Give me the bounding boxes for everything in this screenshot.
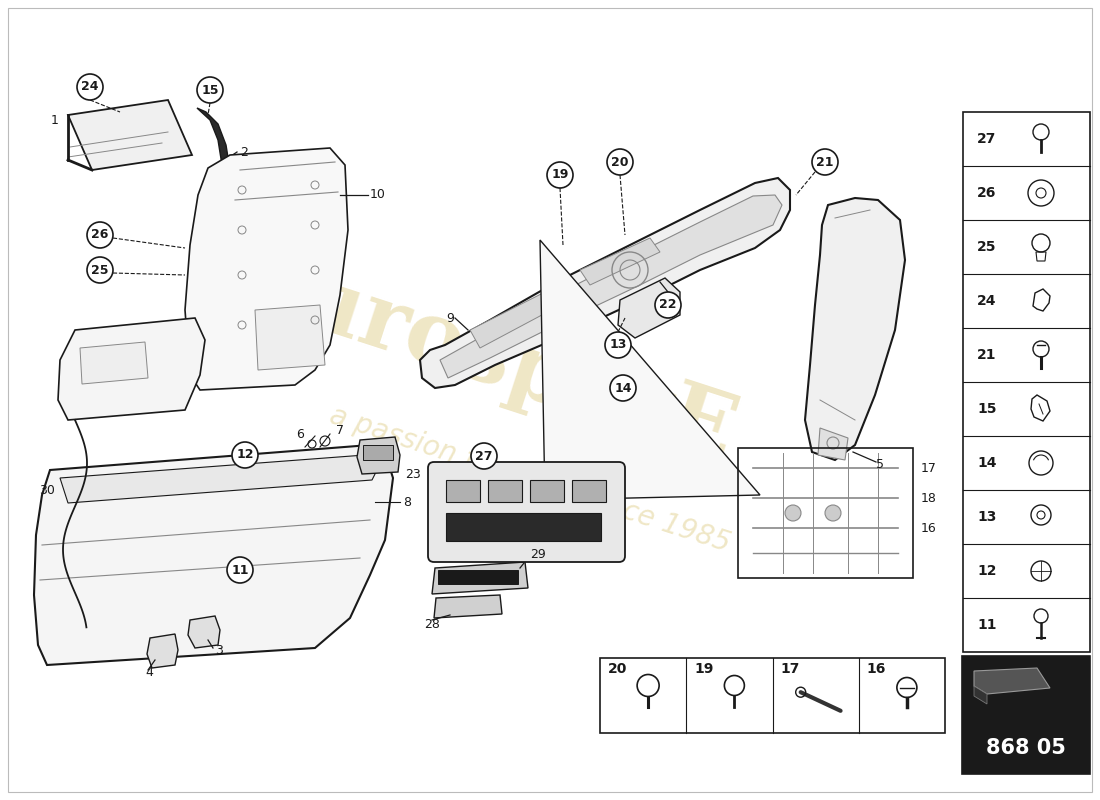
Bar bbox=[600, 658, 945, 733]
Circle shape bbox=[654, 292, 681, 318]
Polygon shape bbox=[185, 148, 348, 390]
Polygon shape bbox=[192, 108, 230, 270]
Polygon shape bbox=[470, 292, 556, 348]
Text: 25: 25 bbox=[91, 263, 109, 277]
Bar bbox=[363, 445, 393, 460]
Text: 21: 21 bbox=[816, 155, 834, 169]
Polygon shape bbox=[188, 616, 220, 648]
Circle shape bbox=[471, 443, 497, 469]
Text: 28: 28 bbox=[425, 618, 440, 631]
Text: 4: 4 bbox=[145, 666, 153, 678]
Text: 17: 17 bbox=[921, 462, 937, 474]
Text: 26: 26 bbox=[977, 186, 997, 200]
FancyBboxPatch shape bbox=[428, 462, 625, 562]
Text: 20: 20 bbox=[608, 662, 627, 676]
Bar bbox=[446, 513, 601, 541]
Text: 14: 14 bbox=[977, 456, 997, 470]
Circle shape bbox=[77, 74, 103, 100]
Polygon shape bbox=[147, 634, 178, 668]
Circle shape bbox=[227, 557, 253, 583]
Circle shape bbox=[87, 257, 113, 283]
Text: 5: 5 bbox=[876, 458, 884, 471]
Polygon shape bbox=[58, 318, 205, 420]
Text: 27: 27 bbox=[475, 450, 493, 462]
Polygon shape bbox=[580, 238, 660, 285]
Text: 3: 3 bbox=[214, 643, 223, 657]
Text: 15: 15 bbox=[977, 402, 997, 416]
Polygon shape bbox=[68, 100, 192, 170]
Bar bbox=[738, 448, 913, 578]
Text: 29: 29 bbox=[530, 549, 546, 562]
Text: 16: 16 bbox=[921, 522, 937, 534]
Text: 12: 12 bbox=[977, 564, 997, 578]
Text: 12: 12 bbox=[236, 449, 254, 462]
Polygon shape bbox=[540, 240, 760, 500]
Text: 24: 24 bbox=[977, 294, 997, 308]
Text: 18: 18 bbox=[921, 491, 937, 505]
Circle shape bbox=[825, 505, 842, 521]
Text: 26: 26 bbox=[91, 229, 109, 242]
Text: 23: 23 bbox=[405, 469, 420, 482]
Bar bbox=[572, 480, 606, 502]
Polygon shape bbox=[1036, 252, 1046, 261]
Text: 19: 19 bbox=[551, 169, 569, 182]
Text: 19: 19 bbox=[694, 662, 714, 676]
Text: 16: 16 bbox=[867, 662, 887, 676]
Circle shape bbox=[605, 332, 631, 358]
Polygon shape bbox=[618, 278, 680, 338]
Text: 10: 10 bbox=[370, 189, 386, 202]
Bar bbox=[446, 480, 480, 502]
Text: 30: 30 bbox=[40, 483, 55, 497]
Text: 20: 20 bbox=[612, 155, 629, 169]
Bar bbox=[488, 480, 522, 502]
Bar bbox=[530, 480, 564, 502]
Text: 15: 15 bbox=[201, 83, 219, 97]
Polygon shape bbox=[434, 595, 502, 618]
Polygon shape bbox=[60, 455, 378, 503]
Circle shape bbox=[547, 162, 573, 188]
Bar bbox=[962, 112, 1090, 652]
Text: 22: 22 bbox=[659, 298, 676, 311]
Polygon shape bbox=[358, 437, 400, 474]
Text: 21: 21 bbox=[977, 348, 997, 362]
Circle shape bbox=[812, 149, 838, 175]
Polygon shape bbox=[420, 178, 790, 388]
Text: 6: 6 bbox=[296, 427, 304, 441]
Text: 2: 2 bbox=[240, 146, 248, 158]
Polygon shape bbox=[432, 562, 528, 594]
Text: 11: 11 bbox=[977, 618, 997, 632]
Text: eurosparE: eurosparE bbox=[233, 240, 747, 480]
Polygon shape bbox=[805, 198, 905, 460]
Text: 13: 13 bbox=[977, 510, 997, 524]
Polygon shape bbox=[974, 668, 1050, 694]
Bar bbox=[962, 656, 1090, 774]
Text: 7: 7 bbox=[336, 423, 344, 437]
Polygon shape bbox=[80, 342, 148, 384]
Polygon shape bbox=[34, 445, 393, 665]
Text: 1: 1 bbox=[51, 114, 59, 126]
Text: 25: 25 bbox=[977, 240, 997, 254]
Text: 17: 17 bbox=[781, 662, 800, 676]
Text: 9: 9 bbox=[447, 311, 454, 325]
Circle shape bbox=[607, 149, 632, 175]
Polygon shape bbox=[818, 428, 848, 460]
Text: 24: 24 bbox=[81, 81, 99, 94]
Text: 14: 14 bbox=[614, 382, 631, 394]
Text: 8: 8 bbox=[403, 495, 411, 509]
Polygon shape bbox=[974, 686, 987, 704]
Circle shape bbox=[197, 77, 223, 103]
Circle shape bbox=[785, 505, 801, 521]
Text: 868 05: 868 05 bbox=[986, 738, 1066, 758]
Circle shape bbox=[610, 375, 636, 401]
Text: a passion for parts since 1985: a passion for parts since 1985 bbox=[326, 402, 734, 558]
Polygon shape bbox=[255, 305, 324, 370]
Text: 11: 11 bbox=[231, 563, 249, 577]
Circle shape bbox=[87, 222, 113, 248]
Text: 13: 13 bbox=[609, 338, 627, 351]
Text: 27: 27 bbox=[977, 132, 997, 146]
Bar bbox=[438, 570, 518, 584]
Polygon shape bbox=[440, 195, 782, 378]
Circle shape bbox=[232, 442, 258, 468]
